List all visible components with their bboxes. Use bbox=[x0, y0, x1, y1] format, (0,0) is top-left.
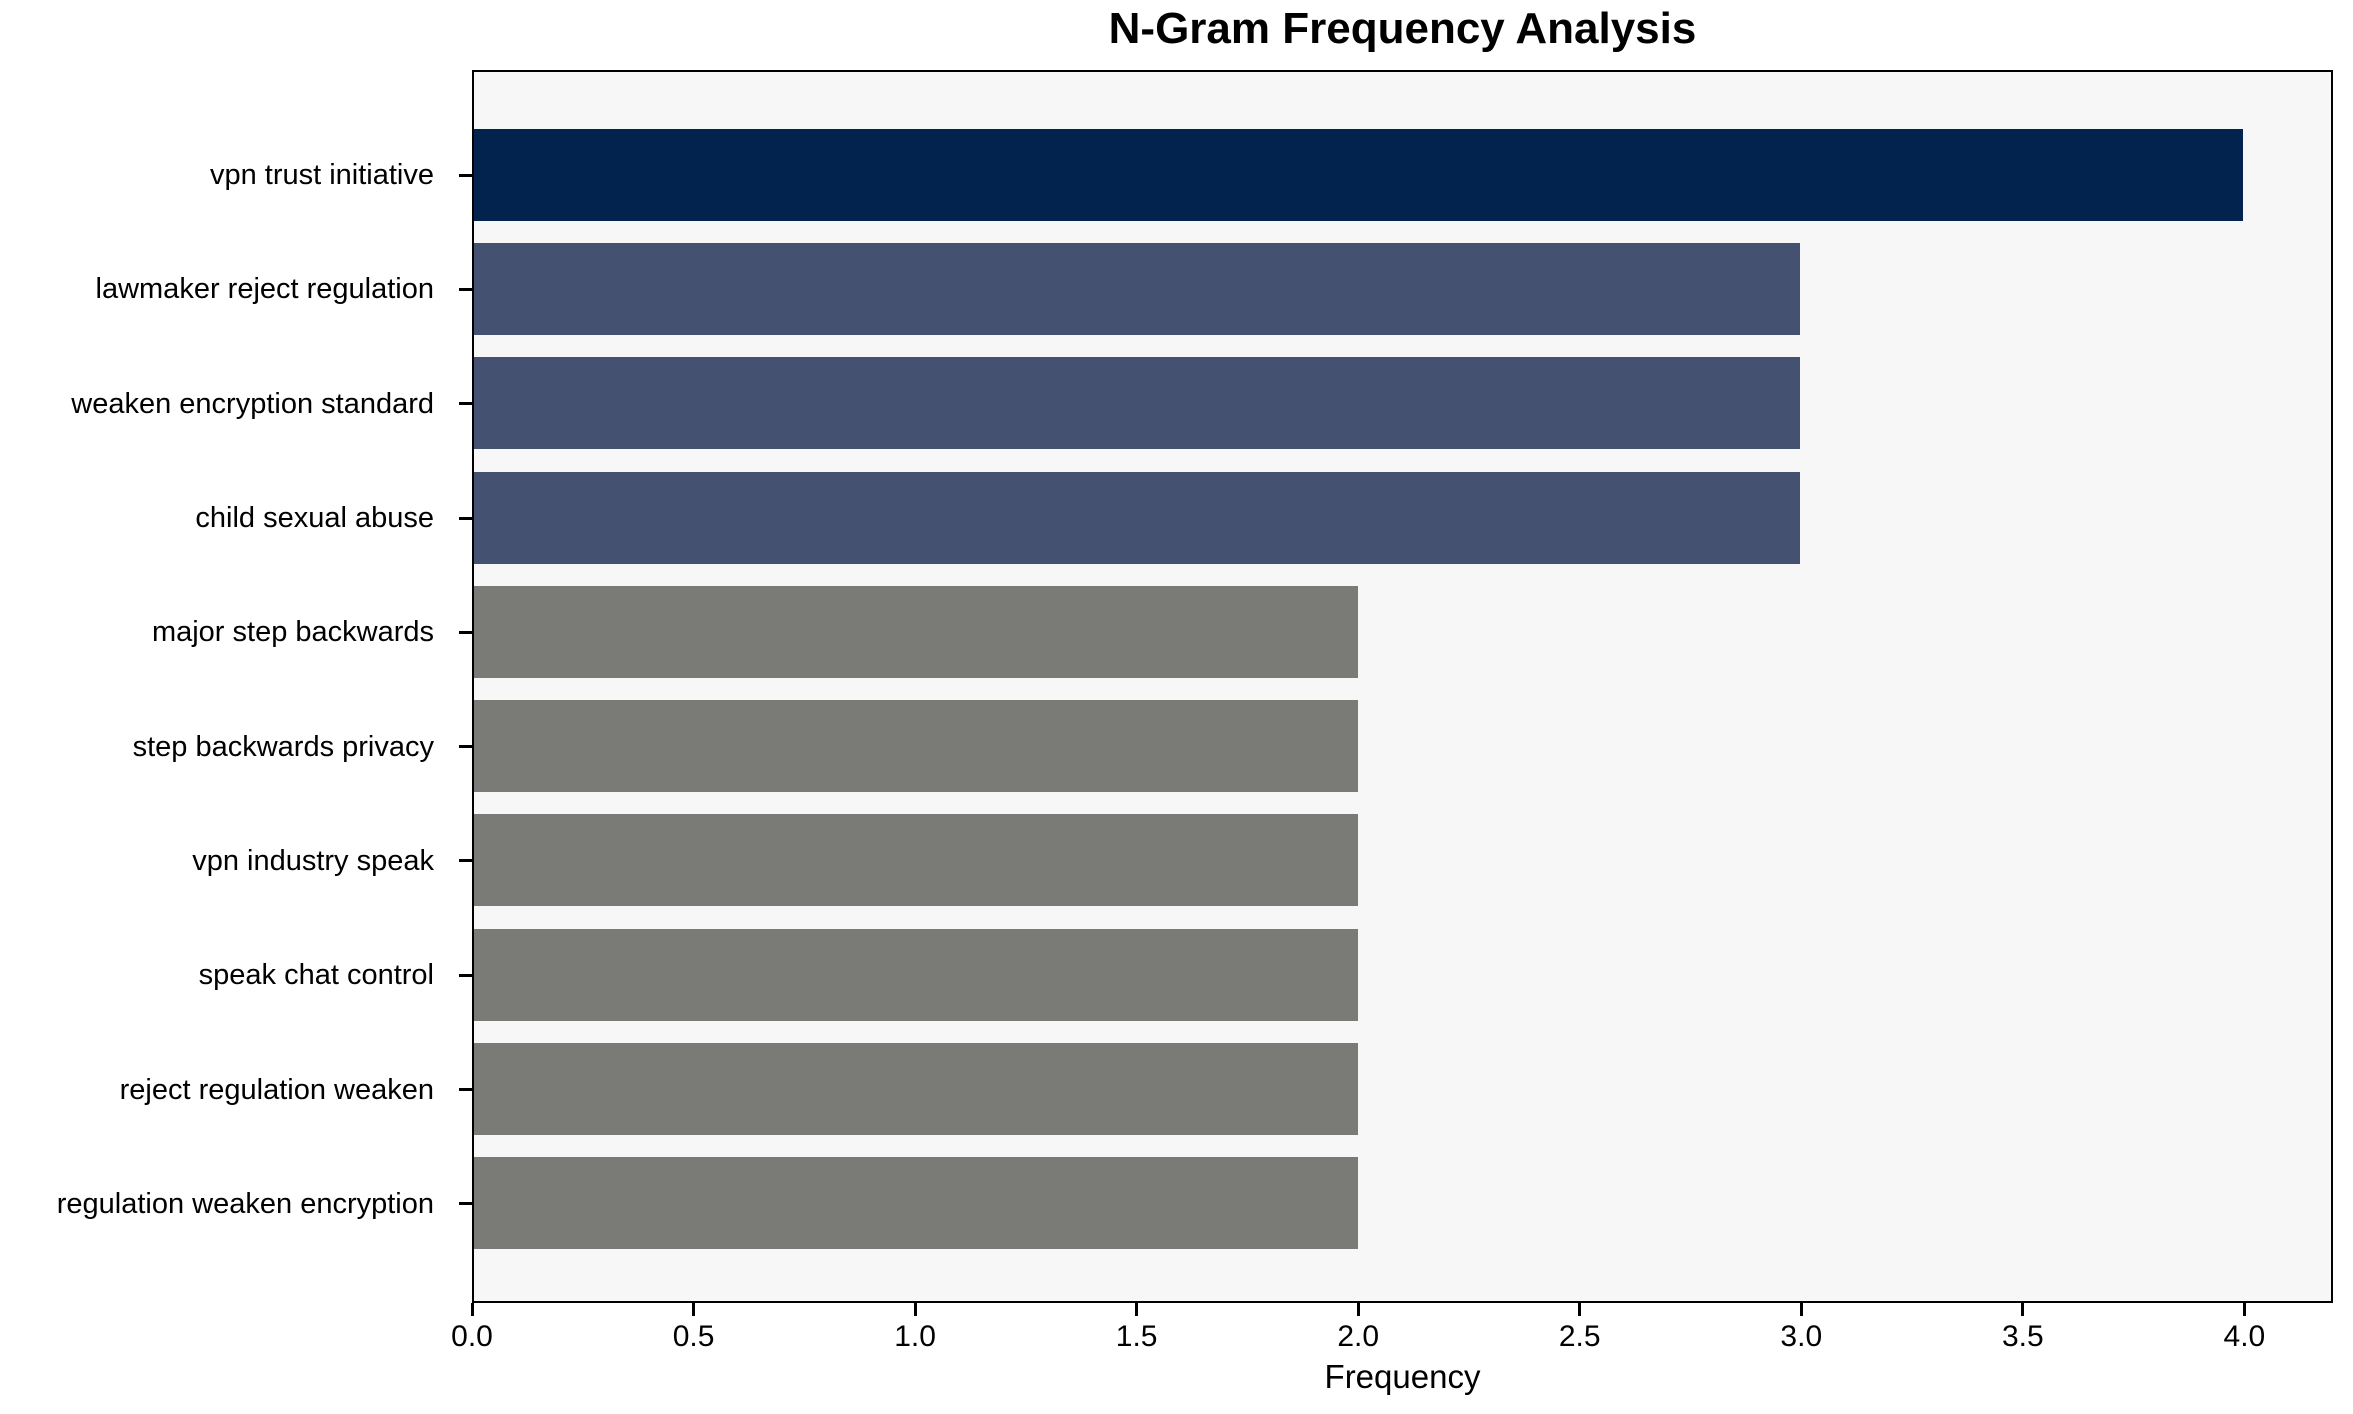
bar-row bbox=[474, 346, 2331, 460]
x-tick bbox=[1799, 1303, 1803, 1316]
bar bbox=[474, 242, 1801, 335]
bar bbox=[474, 700, 1359, 793]
category-label: child sexual abuse bbox=[195, 502, 434, 535]
bar-row bbox=[474, 1146, 2331, 1260]
bar bbox=[474, 928, 1359, 1021]
bar-row bbox=[474, 460, 2331, 574]
bar bbox=[474, 1043, 1359, 1136]
y-tick bbox=[459, 745, 472, 749]
bar-row bbox=[474, 118, 2331, 232]
bar-row bbox=[474, 803, 2331, 917]
bar bbox=[474, 814, 1359, 907]
y-tick bbox=[459, 973, 472, 977]
bar bbox=[474, 357, 1801, 450]
y-tick bbox=[459, 173, 472, 177]
category-label: reject regulation weaken bbox=[119, 1073, 434, 1106]
y-tick bbox=[459, 402, 472, 406]
bars-container bbox=[474, 118, 2331, 1261]
category-label: regulation weaken encryption bbox=[56, 1187, 434, 1220]
x-axis-label: Frequency bbox=[1324, 1358, 1481, 1395]
category-label: major step backwards bbox=[151, 616, 434, 649]
y-tick bbox=[459, 1202, 472, 1206]
bar bbox=[474, 128, 2243, 221]
bar-row bbox=[474, 575, 2331, 689]
x-tick bbox=[1578, 1303, 1582, 1316]
plot-area bbox=[472, 70, 2333, 1303]
y-tick bbox=[459, 516, 472, 520]
x-tick-label: 2.5 bbox=[1558, 1320, 1601, 1353]
category-label: speak chat control bbox=[198, 959, 434, 992]
category-label: step backwards privacy bbox=[132, 730, 434, 763]
category-label: vpn trust initiative bbox=[209, 159, 434, 192]
bar-row bbox=[474, 232, 2331, 346]
bar bbox=[474, 471, 1801, 564]
x-tick bbox=[913, 1303, 917, 1316]
x-tick-label: 1.0 bbox=[894, 1320, 936, 1353]
bar-row bbox=[474, 689, 2331, 803]
chart-title: N-Gram Frequency Analysis bbox=[1108, 4, 1697, 53]
bar-row bbox=[474, 1032, 2331, 1146]
bar bbox=[474, 585, 1359, 678]
x-tick-label: 0.0 bbox=[451, 1320, 493, 1353]
y-tick bbox=[459, 630, 472, 634]
x-tick-label: 4.0 bbox=[2223, 1320, 2266, 1353]
x-tick-label: 1.5 bbox=[1115, 1320, 1158, 1353]
category-label: lawmaker reject regulation bbox=[95, 273, 434, 306]
x-tick bbox=[1135, 1303, 1139, 1316]
category-label: vpn industry speak bbox=[192, 844, 434, 877]
y-tick bbox=[459, 859, 472, 863]
x-tick bbox=[692, 1303, 696, 1316]
y-axis-labels: vpn trust initiative lawmaker reject regu… bbox=[0, 73, 452, 1301]
y-tick bbox=[459, 287, 472, 291]
bar bbox=[474, 1157, 1359, 1250]
x-tick bbox=[470, 1303, 474, 1316]
x-tick bbox=[1356, 1303, 1360, 1316]
x-tick bbox=[2242, 1303, 2246, 1316]
x-tick-label: 0.5 bbox=[672, 1320, 715, 1353]
x-tick-label: 3.5 bbox=[2001, 1320, 2044, 1353]
category-label: weaken encryption standard bbox=[71, 387, 434, 420]
x-tick bbox=[2021, 1303, 2025, 1316]
bar-row bbox=[474, 918, 2331, 1032]
x-tick-label: 2.0 bbox=[1337, 1320, 1380, 1353]
x-tick-label: 3.0 bbox=[1780, 1320, 1823, 1353]
y-tick bbox=[459, 1088, 472, 1092]
